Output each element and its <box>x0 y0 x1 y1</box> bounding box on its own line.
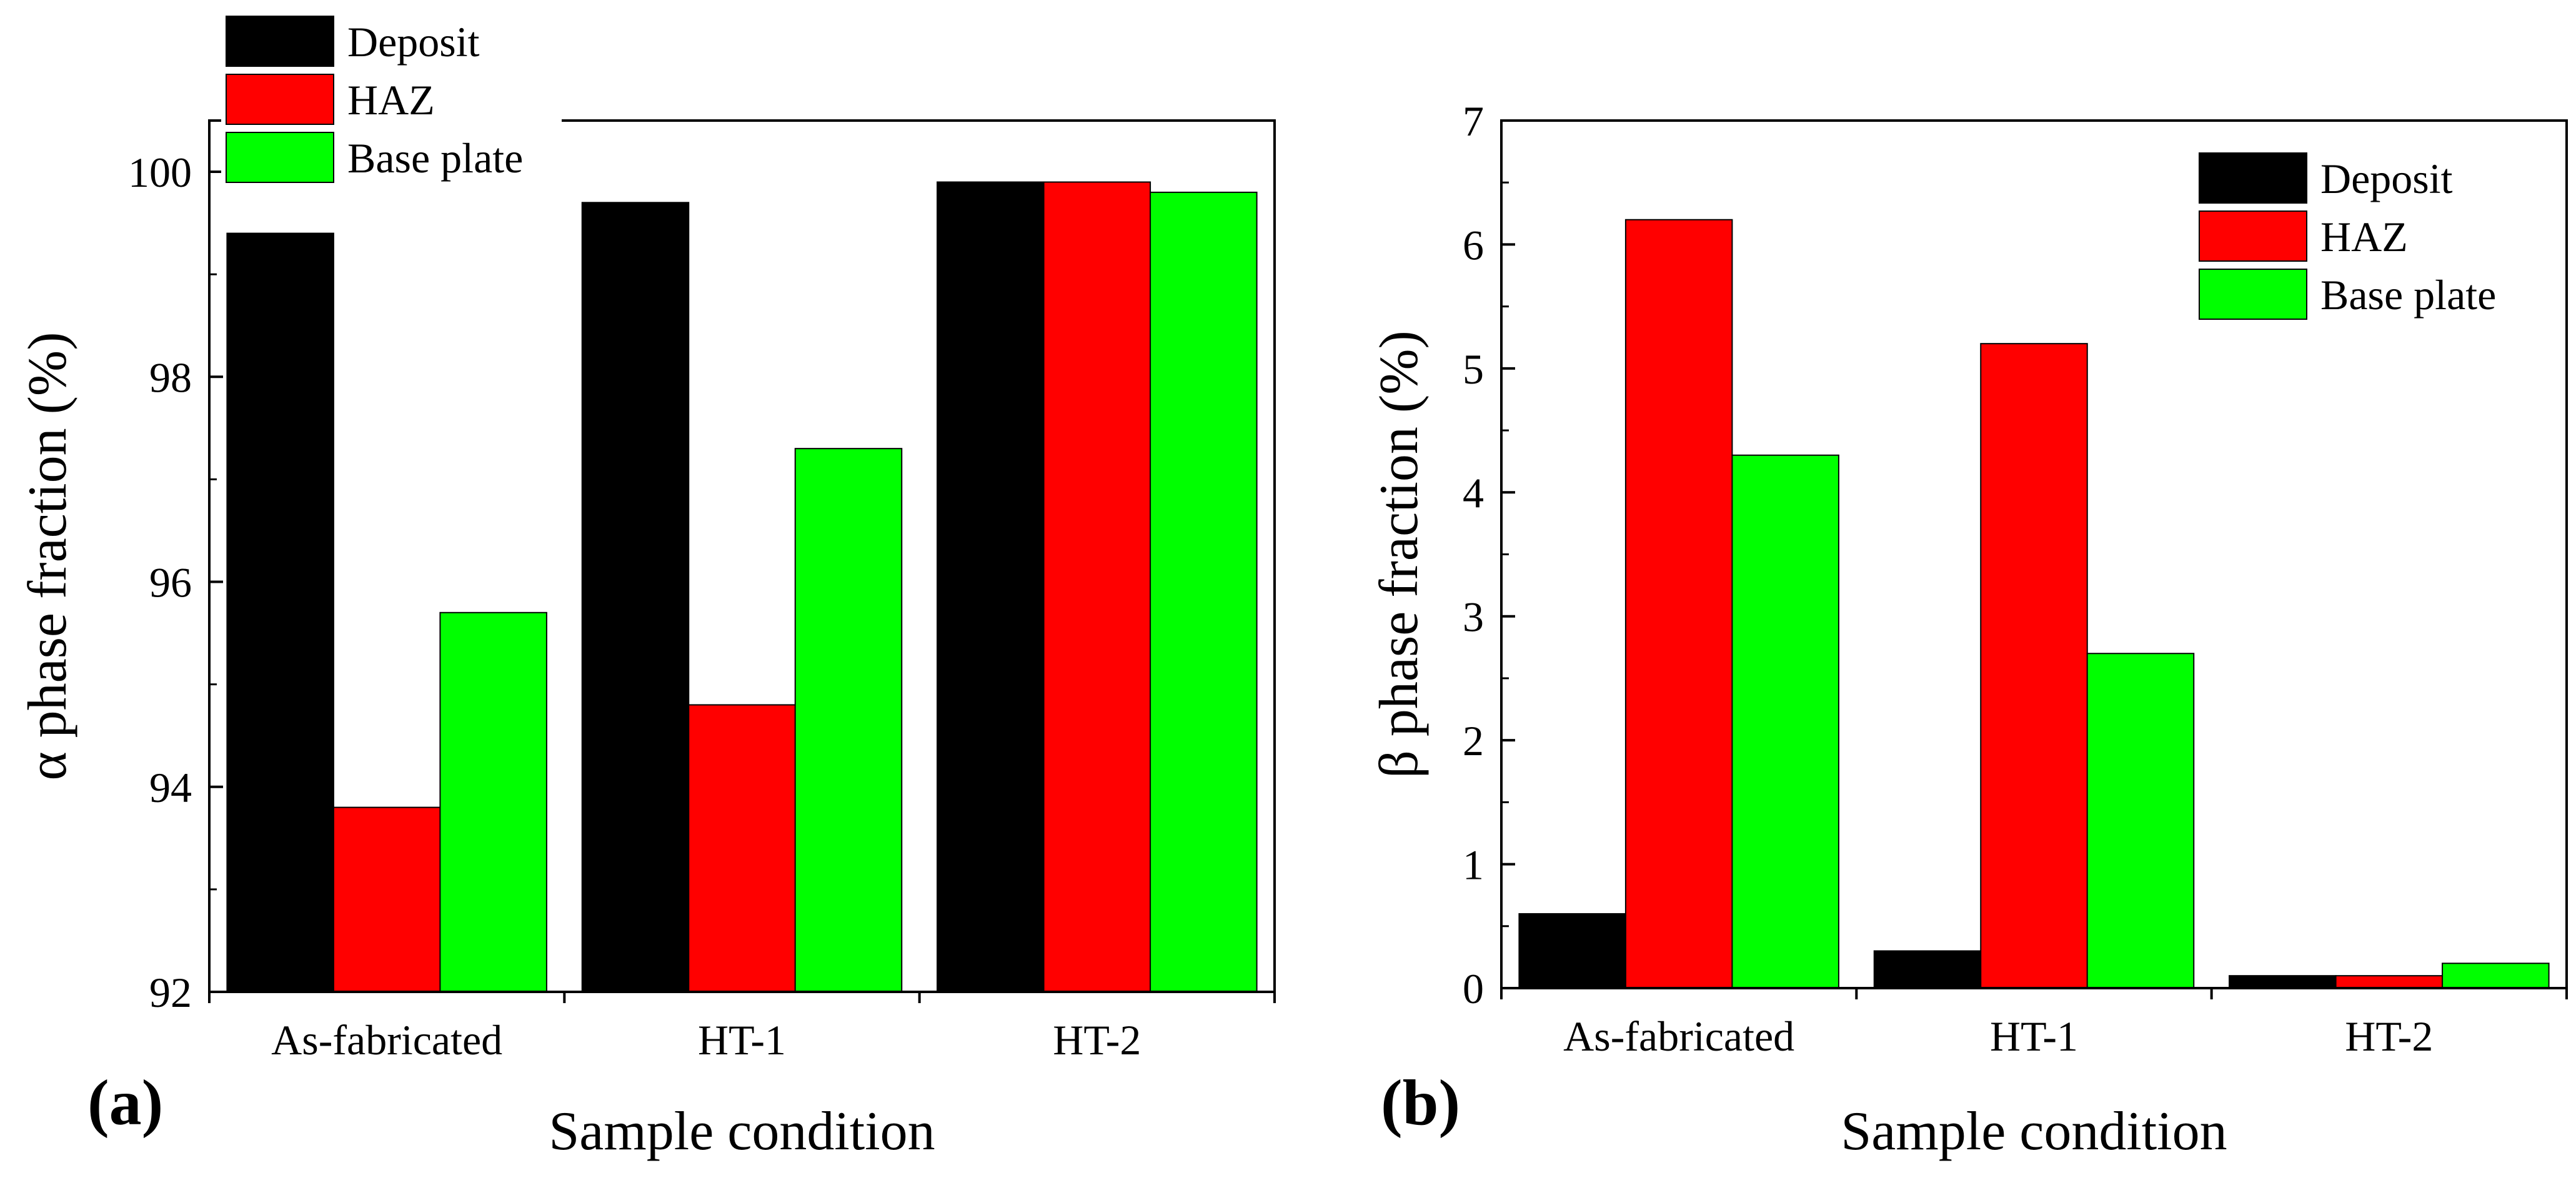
bar-deposit-ht-2 <box>937 181 1045 992</box>
bar-haz-ht-2 <box>2335 975 2444 989</box>
x-axis-title: Sample condition <box>549 1101 935 1162</box>
y-tick-label: 92 <box>149 969 192 1016</box>
x-tick-label-ht-2: HT-2 <box>2345 1012 2433 1060</box>
legend-label-deposit: Deposit <box>2320 155 2453 202</box>
y-tick-label: 0 <box>1463 965 1484 1012</box>
bar-base-plate-as-fabricated <box>1731 454 1839 989</box>
bar-base-plate-ht-1 <box>794 448 903 992</box>
legend-label-base-plate: Base plate <box>347 134 523 182</box>
bar-haz-ht-2 <box>1043 181 1151 992</box>
legend-swatch-haz <box>226 74 334 125</box>
bar-haz-as-fabricated <box>332 806 441 993</box>
y-tick-label: 96 <box>149 559 192 606</box>
y-tick-label: 98 <box>149 354 192 401</box>
legend-label-base-plate: Base plate <box>2320 271 2496 319</box>
bar-base-plate-as-fabricated <box>439 611 547 992</box>
bar-deposit-ht-2 <box>2229 975 2337 989</box>
y-tick-label: 7 <box>1463 97 1484 145</box>
x-tick-label-ht-2: HT-2 <box>1053 1016 1141 1064</box>
bar-deposit-as-fabricated <box>1518 913 1626 989</box>
y-tick-label: 100 <box>128 149 192 196</box>
x-tick-label-as-fabricated: As-fabricated <box>271 1016 502 1064</box>
y-tick-label: 94 <box>149 764 192 811</box>
y-axis-title: β phase fraction (%) <box>1369 330 1430 778</box>
y-tick-label: 4 <box>1463 469 1484 517</box>
x-tick-label-ht-1: HT-1 <box>1990 1012 2078 1060</box>
legend-swatch-deposit <box>226 16 334 67</box>
y-tick-label: 5 <box>1463 345 1484 393</box>
bar-base-plate-ht-2 <box>1150 191 1258 993</box>
legend-swatch-base-plate <box>2199 269 2307 320</box>
y-tick-label: 3 <box>1463 593 1484 641</box>
x-tick-label-ht-1: HT-1 <box>698 1016 786 1064</box>
x-tick-label-as-fabricated: As-fabricated <box>1563 1012 1794 1060</box>
legend-label-haz: HAZ <box>2320 213 2408 260</box>
panel-label: (b) <box>1381 1067 1460 1139</box>
legend-label-haz: HAZ <box>347 76 435 124</box>
legend-swatch-haz <box>2199 210 2307 262</box>
bar-haz-ht-1 <box>688 704 796 992</box>
x-axis-title: Sample condition <box>1841 1101 2227 1162</box>
panel-label: (a) <box>87 1067 163 1139</box>
y-axis-title: α phase fraction (%) <box>17 332 78 780</box>
panel-a: 92 94 96 98 100 As-fabricated HT-1 HT-2 Sample c… <box>17 11 1276 1162</box>
y-tick-label: 2 <box>1463 717 1484 765</box>
bar-deposit-ht-1 <box>581 202 690 993</box>
bar-haz-ht-1 <box>1980 343 2088 989</box>
bar-haz-as-fabricated <box>1624 219 1733 989</box>
bar-deposit-as-fabricated <box>226 232 334 992</box>
bar-base-plate-ht-1 <box>2086 653 2195 989</box>
legend-label-deposit: Deposit <box>347 18 480 66</box>
legend-swatch-base-plate <box>226 132 334 183</box>
legend-swatch-deposit <box>2199 152 2307 204</box>
y-tick-label: 6 <box>1463 221 1484 269</box>
bar-deposit-ht-1 <box>1873 950 1982 989</box>
panel-b: 0 1 2 3 4 5 6 7 As-fabricated HT-1 HT-2 Sample cond… <box>1369 97 2568 1162</box>
y-tick-label: 1 <box>1463 841 1484 889</box>
plot-frame <box>208 119 1276 993</box>
bar-base-plate-ht-2 <box>2442 963 2550 989</box>
